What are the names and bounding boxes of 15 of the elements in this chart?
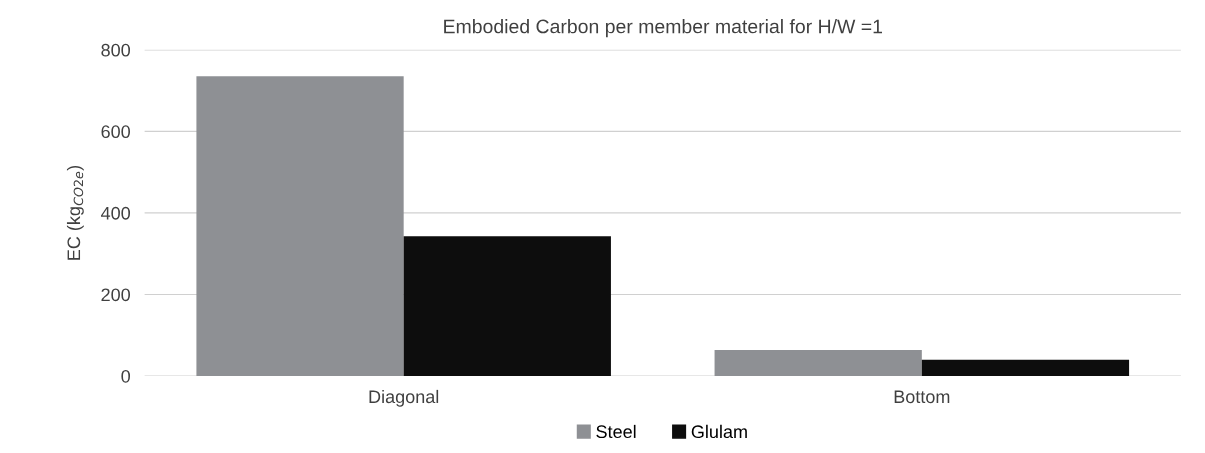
legend-label: Steel — [596, 424, 636, 439]
y-tick-label: 600 — [101, 125, 131, 139]
bar — [714, 349, 922, 376]
bar — [403, 236, 611, 376]
x-tick-label: Diagonal — [369, 389, 439, 407]
bar — [921, 359, 1130, 376]
bar — [196, 76, 404, 376]
y-tick-label: 400 — [101, 206, 131, 220]
y-tick-label: 800 — [101, 43, 131, 57]
y-axis-title: EC (kg$_{CO2e}$) — [66, 165, 84, 260]
legend-label: Glulam — [691, 424, 747, 439]
chart-title: Embodied Carbon per member material for H/W =1 — [444, 19, 882, 38]
x-tick-label: Bottom — [894, 390, 950, 404]
y-tick-label: 0 — [121, 369, 131, 383]
y-tick-label: 200 — [101, 288, 131, 302]
